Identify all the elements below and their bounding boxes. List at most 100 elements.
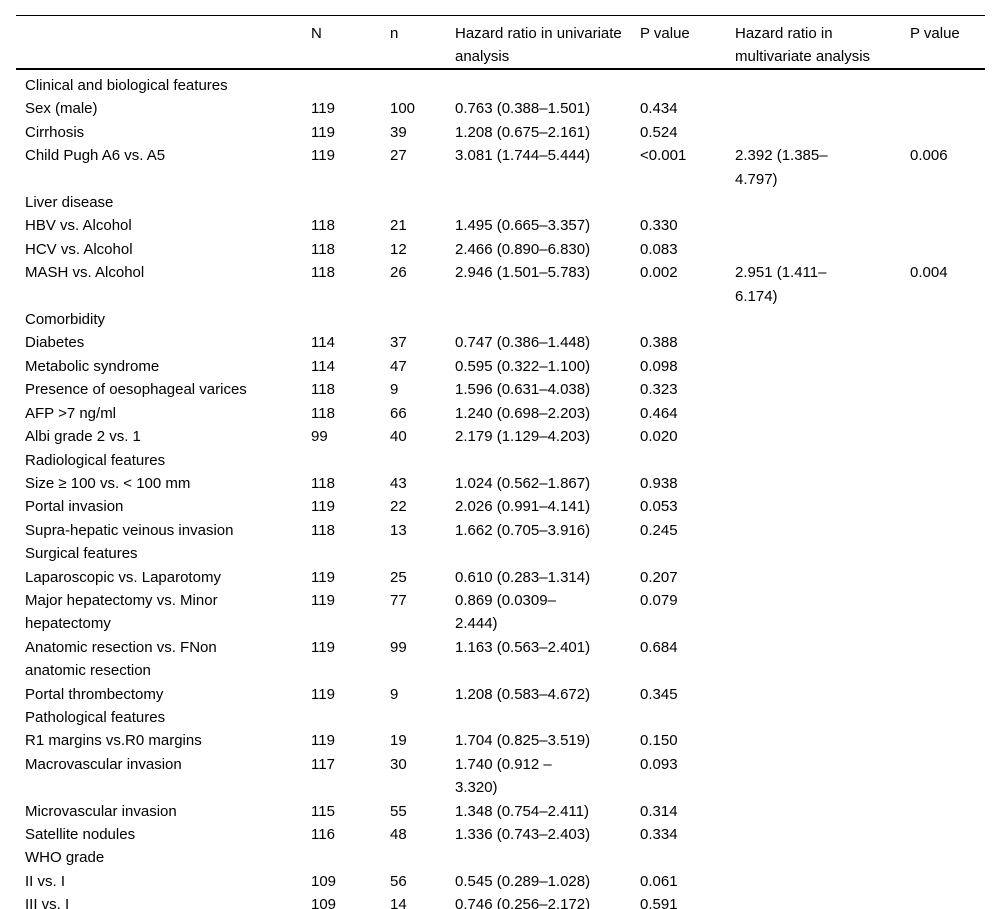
feature-cell: AFP >7 ng/ml [25, 404, 117, 422]
section-label: Comorbidity [25, 311, 106, 329]
hr-univariate-cell: 0.746 (0.256–2.172) [455, 896, 591, 909]
hr-univariate-cell: 1.348 (0.754–2.411) [455, 802, 589, 820]
p-univariate-cell: 0.314 [640, 802, 678, 820]
p-univariate-cell: <0.001 [640, 147, 687, 165]
n-total-cell: 119 [311, 732, 335, 750]
p-multivariate-cell [910, 729, 985, 752]
n-total-cell: 114 [311, 357, 335, 375]
table-row: Microvascular invasion 115 55 1.348 (0.754–… [16, 800, 985, 823]
feature-cell: Size ≥ 100 vs. < 100 mm [25, 474, 191, 492]
table-row: Portal thrombectomy 119 9 1.208 (0.583–4.67… [16, 683, 985, 706]
hr-univariate-cell: 2.946 (1.501–5.783) [455, 264, 591, 282]
hr-multivariate-cell [735, 519, 910, 542]
table-row: Anatomic resection vs. FNon anatomic res… [16, 636, 985, 683]
n-events-cell: 77 [390, 591, 407, 609]
section-row: Pathological features [16, 706, 985, 729]
p-univariate-cell: 0.207 [640, 568, 678, 586]
n-events-cell: 22 [390, 498, 407, 516]
hr-multivariate-cell [735, 238, 910, 261]
feature-cell: Microvascular invasion [25, 802, 177, 820]
p-multivariate-cell [910, 402, 985, 425]
table-row: Supra-hepatic veinous invasion 118 13 1.662… [16, 519, 985, 542]
p-univariate-cell: 0.020 [640, 428, 678, 446]
p-univariate-cell: 0.079 [640, 591, 678, 609]
n-events-cell: 27 [390, 147, 407, 165]
p-multivariate-cell [910, 425, 985, 448]
p-multivariate-cell [910, 214, 985, 237]
n-total-cell: 118 [311, 521, 335, 539]
n-events-cell: 48 [390, 826, 407, 843]
p-multivariate-cell [910, 378, 985, 401]
n-total-cell: 119 [311, 638, 335, 656]
section-row: Clinical and biological features [16, 69, 985, 97]
hr-univariate-cell: 0.545 (0.289–1.028) [455, 872, 591, 890]
p-univariate-cell: 0.684 [640, 638, 678, 656]
feature-cell: Satellite nodules [25, 826, 136, 843]
hr-univariate-cell: 0.869 (0.0309– 2.444) [455, 591, 556, 633]
hr-multivariate-cell [735, 636, 910, 683]
feature-cell: Laparoscopic vs. Laparotomy [25, 568, 221, 586]
p-univariate-cell: 0.150 [640, 732, 678, 750]
n-total-cell: 119 [311, 123, 335, 141]
hr-univariate-cell: 1.704 (0.825–3.519) [455, 732, 591, 750]
table-row: Albi grade 2 vs. 1 99 40 2.179 (1.129–4.203… [16, 425, 985, 448]
n-total-cell: 109 [311, 896, 337, 909]
hr-multivariate-cell [735, 378, 910, 401]
feature-cell: Cirrhosis [25, 123, 85, 141]
section-label: Surgical features [25, 545, 138, 563]
header-n-events: n [390, 25, 399, 42]
hr-multivariate-cell [735, 566, 910, 589]
feature-cell: R1 margins vs.R0 margins [25, 732, 202, 750]
hr-multivariate-cell [735, 495, 910, 518]
n-events-cell: 21 [390, 217, 407, 235]
p-univariate-cell: 0.093 [640, 755, 678, 773]
p-multivariate-cell [910, 238, 985, 261]
n-events-cell: 12 [390, 240, 407, 258]
n-total-cell: 114 [311, 334, 335, 352]
section-label: Liver disease [25, 194, 114, 212]
feature-cell: II vs. I [25, 872, 66, 890]
hr-univariate-cell: 2.466 (0.890–6.830) [455, 240, 591, 258]
n-events-cell: 66 [390, 404, 407, 422]
header-row: N n Hazard ratio in univariate analysis … [16, 16, 985, 69]
table-row: Sex (male) 119 100 0.763 (0.388–1.501) 0.434 [16, 97, 985, 120]
table-body: Clinical and biological features Sex (mal… [16, 69, 985, 909]
feature-cell: Anatomic resection vs. FNon anatomic res… [25, 638, 217, 680]
table-row: III vs. I 109 14 0.746 (0.256–2.172) 0.591 [16, 893, 985, 909]
n-events-cell: 39 [390, 123, 407, 141]
p-multivariate-cell [910, 97, 985, 120]
table-row: R1 margins vs.R0 margins 119 19 1.704 (0.82… [16, 729, 985, 752]
n-total-cell: 109 [311, 872, 337, 890]
feature-cell: Presence of oesophageal varices [25, 381, 247, 399]
p-multivariate-cell [910, 331, 985, 354]
table-row: MASH vs. Alcohol 118 26 2.946 (1.501–5.783)… [16, 261, 985, 308]
feature-cell: Diabetes [25, 334, 85, 352]
table-row: Metabolic syndrome 114 47 0.595 (0.322–1.10… [16, 355, 985, 378]
table-row: Major hepatectomy vs. Minor hepatectomy 1… [16, 589, 985, 636]
hr-univariate-cell: 0.595 (0.322–1.100) [455, 357, 591, 375]
table-row: HCV vs. Alcohol 118 12 2.466 (0.890–6.830) 0… [16, 238, 985, 261]
p-univariate-cell: 0.345 [640, 685, 678, 703]
table-row: Satellite nodules 116 48 1.336 (0.743–2.403… [16, 823, 985, 846]
n-total-cell: 117 [311, 755, 335, 773]
hr-univariate-cell: 1.208 (0.583–4.672) [455, 685, 591, 703]
p-multivariate-cell [910, 753, 985, 800]
hr-multivariate-cell [735, 823, 910, 846]
hr-univariate-cell: 0.747 (0.386–1.448) [455, 334, 591, 352]
hr-univariate-cell: 1.740 (0.912 – 3.320) [455, 755, 552, 797]
table-header: N n Hazard ratio in univariate analysis … [16, 16, 985, 69]
hr-multivariate-cell [735, 402, 910, 425]
table-row: HBV vs. Alcohol 118 21 1.495 (0.665–3.357) 0… [16, 214, 985, 237]
hr-univariate-cell: 3.081 (1.744–5.444) [455, 147, 591, 165]
n-total-cell: 115 [311, 802, 335, 820]
n-events-cell: 13 [390, 521, 407, 539]
hr-multivariate-cell [735, 425, 910, 448]
p-univariate-cell: 0.334 [640, 826, 678, 843]
table-row: Portal invasion 119 22 2.026 (0.991–4.141) 0… [16, 495, 985, 518]
p-univariate-cell: 0.591 [640, 896, 678, 909]
hr-multivariate-cell [735, 893, 910, 909]
table-row: AFP >7 ng/ml 118 66 1.240 (0.698–2.203) 0.46… [16, 402, 985, 425]
hr-univariate-cell: 0.610 (0.283–1.314) [455, 568, 591, 586]
p-multivariate-cell [910, 355, 985, 378]
n-total-cell: 119 [311, 100, 335, 118]
